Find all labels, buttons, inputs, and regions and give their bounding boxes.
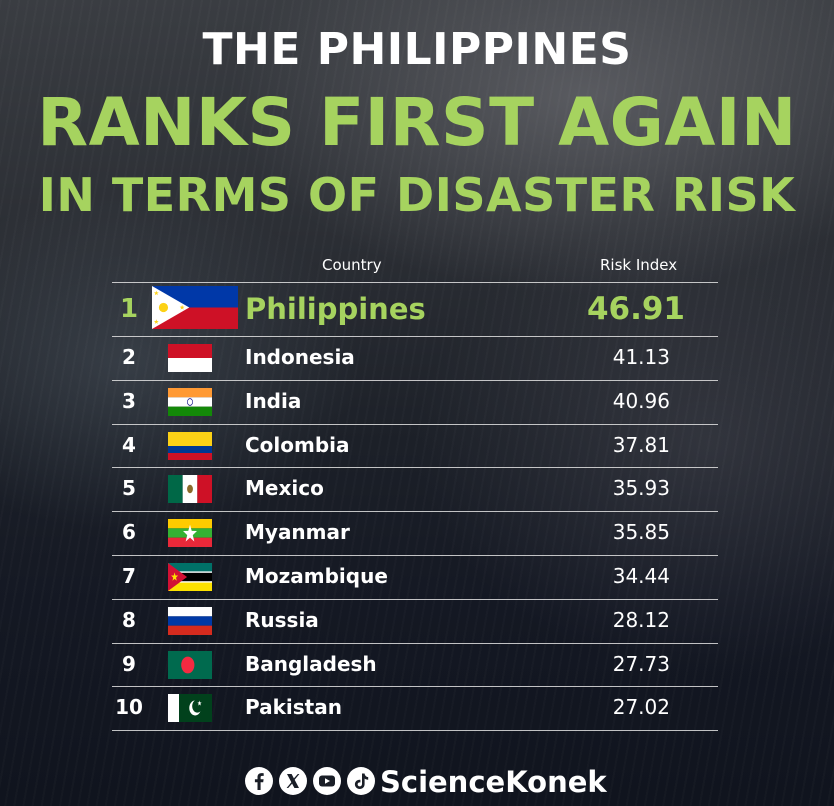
headline-line-1: THE PHILIPPINES (202, 24, 632, 75)
rank-number: 8 (122, 607, 136, 632)
column-header-country: Country (322, 256, 382, 274)
table-row-philippines: 1 Philippines 46.91 (112, 282, 718, 336)
country-name: Philippines (245, 292, 426, 326)
risk-index-value: 27.73 (612, 651, 670, 676)
column-header-risk-index: Risk Index (600, 256, 678, 274)
flag-philippines-icon (152, 286, 238, 329)
country-name: Colombia (245, 432, 350, 457)
risk-index-value: 34.44 (612, 564, 670, 588)
table-row-mexico: 5 Mexico 35.93 (112, 467, 718, 510)
risk-index-value: 35.93 (612, 476, 670, 501)
flag-myanmar-icon (168, 519, 212, 548)
table-divider (112, 555, 718, 556)
rank-number: 1 (119, 294, 139, 324)
table-divider (112, 511, 718, 513)
flag-mexico-icon (168, 475, 212, 504)
table-row-mozambique: 7 Mozambique 34.44 (112, 555, 718, 598)
flag-india-icon (168, 387, 212, 416)
rank-number: 10 (115, 695, 143, 720)
table-row-indonesia: 2 Indonesia 41.13 (112, 336, 718, 379)
table-divider (112, 379, 718, 381)
table-divider (112, 730, 718, 732)
flag-russia-icon (168, 606, 212, 635)
table-row-bangladesh: 9 Bangladesh 27.73 (112, 643, 718, 686)
country-name: Mexico (245, 476, 324, 501)
country-name: Pakistan (245, 695, 342, 720)
rank-number: 2 (122, 345, 136, 369)
rank-number: 9 (122, 651, 136, 676)
table-divider (112, 642, 718, 644)
table-row-india: 3 India 40.96 (112, 380, 718, 423)
rank-number: 6 (122, 520, 136, 545)
brand-name: ScienceKonek (380, 765, 607, 799)
table-row-myanmar: 6 Myanmar 35.85 (112, 511, 718, 554)
x-icon[interactable] (278, 766, 308, 796)
facebook-icon[interactable] (244, 766, 274, 796)
risk-index-value: 35.85 (612, 520, 670, 545)
table-divider (112, 423, 718, 425)
risk-index-value: 46.91 (586, 291, 685, 327)
headline-line-3: IN TERMS OF DISASTER RISK (38, 168, 796, 222)
country-name: Mozambique (245, 564, 388, 588)
country-name: Indonesia (245, 345, 355, 369)
table-divider (112, 686, 718, 688)
flag-bangladesh-icon (168, 650, 212, 679)
country-name: India (245, 388, 302, 413)
flag-mozambique-icon (168, 563, 212, 591)
table-divider (112, 467, 718, 469)
headline-line-2: RANKS FIRST AGAIN (37, 84, 797, 161)
table-row-colombia: 4 Colombia 37.81 (112, 424, 718, 467)
risk-index-value: 28.12 (612, 607, 670, 632)
risk-index-value: 37.81 (612, 432, 670, 457)
country-name: Russia (245, 607, 319, 632)
table-divider (112, 282, 718, 283)
rank-number: 5 (122, 476, 136, 501)
table-row-pakistan: 10 Pakistan 27.02 (112, 686, 718, 729)
flag-pakistan-icon (168, 694, 212, 723)
risk-index-value: 40.96 (612, 388, 670, 413)
country-name: Myanmar (245, 520, 350, 545)
country-name: Bangladesh (245, 651, 377, 676)
flag-indonesia-icon (168, 344, 212, 372)
table-row-russia: 8 Russia 28.12 (112, 599, 718, 642)
table-divider (112, 598, 718, 600)
risk-index-value: 27.02 (612, 695, 670, 720)
tiktok-icon[interactable] (346, 766, 376, 796)
youtube-icon[interactable] (312, 766, 342, 796)
risk-index-value: 41.13 (612, 345, 670, 369)
rank-number: 3 (122, 388, 136, 413)
footer: ScienceKonek (244, 764, 607, 800)
rank-number: 4 (122, 432, 136, 457)
table-divider (112, 336, 718, 337)
flag-colombia-icon (168, 431, 212, 460)
rank-number: 7 (122, 564, 136, 588)
